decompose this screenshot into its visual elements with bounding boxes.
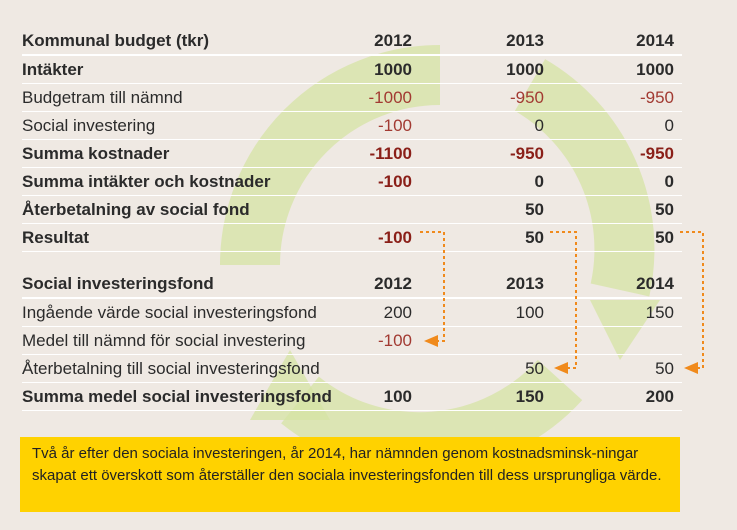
table-row: Resultat -100 50 50 (22, 224, 682, 252)
cell-2012: -1000 (368, 88, 412, 107)
cell-2014: 0 (664, 116, 674, 135)
year-2013-header: 2013 (506, 31, 544, 50)
year-2014-header: 2014 (636, 274, 674, 293)
table-row: Social investering -100 0 0 (22, 112, 682, 140)
cell-2012: -100 (377, 228, 412, 247)
cell-2014: 50 (655, 228, 674, 247)
table-row: Återbetalning till social investeringsfo… (22, 355, 682, 383)
arrowhead-2013-icon (554, 362, 568, 374)
connector-2014 (680, 231, 704, 369)
cell-2013: 50 (525, 228, 544, 247)
table-row: Medel till nämnd för social investering … (22, 327, 682, 355)
year-2013-header: 2013 (506, 274, 544, 293)
cell-2012: -100 (377, 116, 412, 135)
table-row: Summa medel social investeringsfond 100 … (22, 383, 682, 411)
cell-2014: 50 (655, 200, 674, 219)
connector-2013 (550, 231, 577, 369)
table-row: Summa kostnader -1100 -950 -950 (22, 140, 682, 168)
cell-2012: -100 (377, 172, 412, 191)
cell-2013: 150 (515, 387, 544, 406)
row-label: Social investering (22, 116, 156, 135)
row-label: Summa kostnader (22, 144, 170, 163)
row-label: Ingående värde social investeringsfond (22, 303, 317, 322)
budget-title: Kommunal budget (tkr) (22, 31, 209, 50)
budget-table: Kommunal budget (tkr) 2012 2013 2014 Int… (22, 27, 682, 252)
cell-2013: 0 (534, 172, 544, 191)
connector-2012 (420, 231, 445, 342)
cell-2012: -1100 (369, 144, 412, 163)
cell-2013: 0 (534, 116, 544, 135)
cell-2014: 0 (664, 172, 674, 191)
cell-2013: 50 (525, 200, 544, 219)
budget-header-row: Kommunal budget (tkr) 2012 2013 2014 (22, 27, 682, 56)
cell-2014: 150 (645, 303, 674, 322)
table-row: Budgetram till nämnd -1000 -950 -950 (22, 84, 682, 112)
cell-2014: 200 (645, 387, 674, 406)
year-2012-header: 2012 (374, 31, 412, 50)
cell-2012: -100 (377, 331, 412, 350)
table-row: Återbetalning av social fond 50 50 (22, 196, 682, 224)
arrowhead-2014-icon (684, 362, 698, 374)
cell-2012: 1000 (374, 60, 412, 79)
cell-2014: -950 (639, 88, 674, 107)
cell-2012: 100 (383, 387, 412, 406)
fund-header-row: Social investeringsfond 2012 2013 2014 (22, 270, 682, 299)
cell-2014: 1000 (636, 60, 674, 79)
cell-2013: -950 (509, 88, 544, 107)
row-label: Återbetalning till social investeringsfo… (22, 359, 320, 378)
table-row: Ingående värde social investeringsfond 2… (22, 299, 682, 327)
fund-title: Social investeringsfond (22, 274, 214, 293)
cell-2012: 200 (383, 303, 412, 322)
fund-table: Social investeringsfond 2012 2013 2014 I… (22, 270, 682, 411)
cell-2013: 100 (515, 303, 544, 322)
cell-2013: -950 (509, 144, 544, 163)
row-label: Summa medel social investeringsfond (22, 387, 332, 406)
cell-2013: 50 (525, 359, 544, 378)
row-label: Resultat (22, 228, 90, 247)
cell-2014: -950 (639, 144, 674, 163)
table-row: Intäkter 1000 1000 1000 (22, 56, 682, 84)
explanatory-note: Två år efter den sociala investeringen, … (20, 437, 680, 512)
year-2014-header: 2014 (636, 31, 674, 50)
row-label: Summa intäkter och kostnader (22, 172, 271, 191)
row-label: Återbetalning av social fond (22, 200, 250, 219)
row-label: Medel till nämnd för social investering (22, 331, 306, 350)
year-2012-header: 2012 (374, 274, 412, 293)
cell-2013: 1000 (506, 60, 544, 79)
arrowhead-2012-icon (424, 335, 438, 347)
row-label: Intäkter (22, 60, 84, 79)
cell-2014: 50 (655, 359, 674, 378)
table-row: Summa intäkter och kostnader -100 0 0 (22, 168, 682, 196)
row-label: Budgetram till nämnd (22, 88, 183, 107)
